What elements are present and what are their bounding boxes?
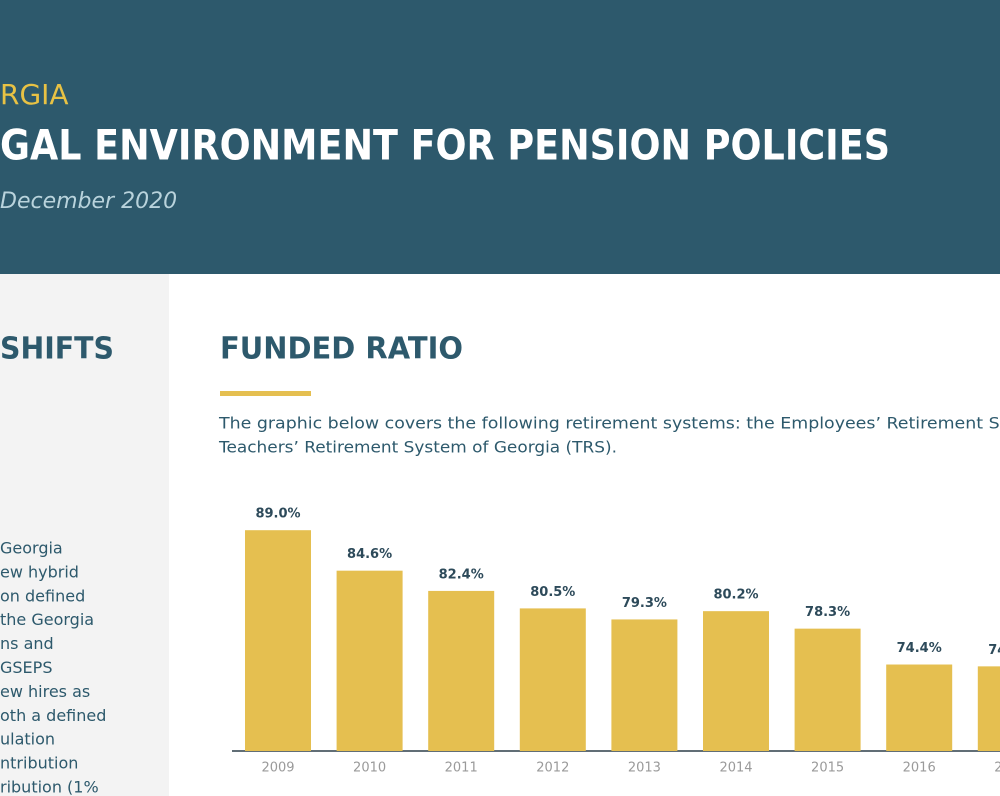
sidebar-line: GSEPS xyxy=(0,658,52,677)
x-tick-label: 2015 xyxy=(811,761,844,776)
page-title: GAL ENVIRONMENT FOR PENSION POLICIES xyxy=(0,121,890,170)
value-label: 80.5% xyxy=(530,585,575,600)
value-label: 79.3% xyxy=(622,596,667,611)
sidebar-panel xyxy=(0,274,169,796)
date: December 2020 xyxy=(0,189,177,214)
value-label: 74.4% xyxy=(897,641,942,656)
sidebar-line: ulation xyxy=(0,730,55,749)
bar xyxy=(428,590,495,751)
x-tick-label: 2012 xyxy=(536,761,569,776)
value-label: 80.2% xyxy=(713,588,758,603)
kicker: RGIA xyxy=(0,78,69,111)
value-label: 84.6% xyxy=(347,547,392,562)
heading-underline xyxy=(220,391,311,396)
value-label: 78.3% xyxy=(805,605,850,620)
bar xyxy=(245,530,311,751)
x-tick-label: 2016 xyxy=(903,761,936,776)
sidebar-line: ns and xyxy=(0,634,54,653)
sidebar-heading: SHIFTS xyxy=(0,332,114,367)
intro-line: The graphic below covers the following r… xyxy=(218,414,1000,433)
x-tick-label: 2011 xyxy=(445,761,478,776)
value-label: 89.0% xyxy=(255,507,300,522)
bar xyxy=(794,628,861,751)
sidebar-line: ew hires as xyxy=(0,682,90,701)
x-tick-label: 2009 xyxy=(261,761,294,776)
sidebar-line: oth a defined xyxy=(0,706,106,725)
bar xyxy=(611,619,678,751)
bar xyxy=(519,608,586,751)
bar xyxy=(703,611,769,751)
sidebar-line: ntribution xyxy=(0,754,78,773)
sidebar-line: ew hybrid xyxy=(0,562,79,581)
header-band xyxy=(0,0,1000,274)
section-heading: FUNDED RATIO xyxy=(220,332,463,367)
intro-line: Teachers’ Retirement System of Georgia (… xyxy=(218,438,617,457)
value-label: 74.2% xyxy=(988,643,1000,658)
x-tick-label: 2010 xyxy=(353,761,386,776)
bar xyxy=(886,664,953,751)
value-label: 82.4% xyxy=(439,567,484,582)
sidebar-line: on defined xyxy=(0,586,85,605)
sidebar-line: ribution (1% xyxy=(0,778,99,796)
bar xyxy=(977,666,1000,751)
x-tick-label: 2014 xyxy=(719,761,752,776)
sidebar-text: Georgia ew hybrid on defined the Georgia ns… xyxy=(0,539,106,796)
x-tick-label: 2013 xyxy=(628,761,661,776)
x-tick-label: 2017 xyxy=(994,761,1000,776)
sidebar-line: the Georgia xyxy=(0,610,94,629)
bar xyxy=(336,570,403,751)
sidebar-line: Georgia xyxy=(0,539,63,558)
